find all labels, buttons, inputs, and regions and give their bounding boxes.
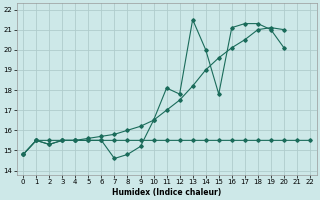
X-axis label: Humidex (Indice chaleur): Humidex (Indice chaleur)	[112, 188, 221, 197]
